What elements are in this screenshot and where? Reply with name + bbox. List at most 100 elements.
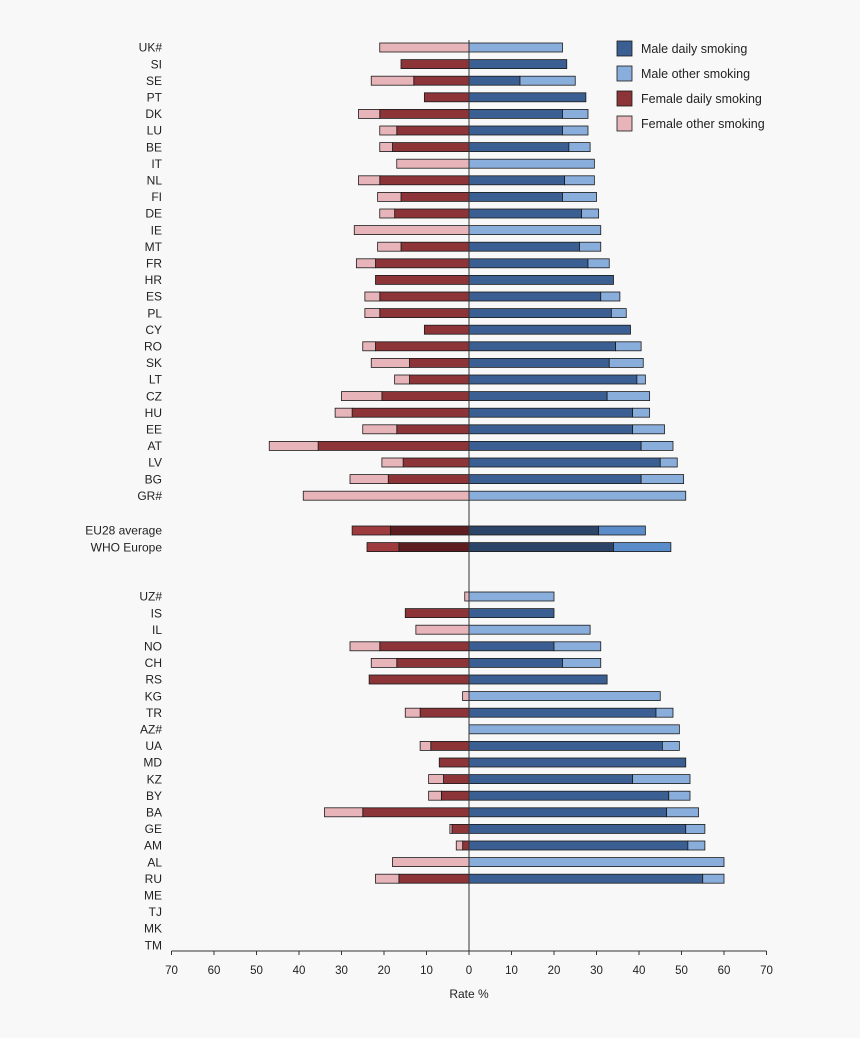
bar-female-other (334, 407, 353, 418)
category-label: NO (144, 640, 162, 654)
bar-female-daily (379, 109, 470, 119)
category-label: MT (145, 240, 163, 254)
legend-swatch-male-daily (616, 40, 633, 57)
bar-male-other (598, 525, 646, 536)
bar-male-other (562, 658, 602, 668)
x-tick-label: 10 (505, 965, 518, 977)
bar-male-daily (468, 807, 668, 818)
category-label: UA (145, 739, 162, 753)
bar-female-other (362, 341, 376, 352)
bar-female-other (351, 525, 391, 536)
legend-swatch-female-daily (616, 90, 633, 107)
bar-female-daily (409, 357, 470, 368)
category-label: SI (151, 57, 162, 71)
bar-male-other (600, 291, 621, 302)
x-axis: 70 60 50 40 30 20 10 0 10 20 30 40 50 60 70 (165, 40, 773, 977)
bar-female-daily (394, 208, 470, 219)
bar-female-daily (409, 374, 470, 385)
bar-male-other (519, 75, 576, 86)
x-tick-label: 50 (250, 965, 263, 977)
bar-male-other (685, 824, 706, 834)
bar-male-daily (468, 790, 670, 801)
bar-male-daily (468, 757, 687, 768)
category-label: FR (146, 257, 162, 271)
bar-male-daily (468, 658, 563, 668)
bar-female-other (370, 75, 415, 86)
bar-male-other (553, 641, 602, 652)
bar-female-other (419, 741, 432, 751)
bar-female-other (324, 807, 364, 818)
bar-male-daily (468, 308, 612, 319)
category-label: AT (148, 439, 163, 453)
bar-female-other (268, 440, 319, 451)
bar-female-daily (379, 641, 470, 652)
bar-male-other (702, 873, 725, 884)
bar-male-other (632, 407, 651, 418)
bar-male-daily (468, 741, 663, 751)
category-label: SK (146, 356, 162, 370)
bar-male-other (659, 457, 678, 468)
bar-female-daily (398, 873, 470, 884)
category-label: RU (145, 872, 162, 886)
bar-male-other (468, 624, 591, 635)
bar-female-other (394, 374, 410, 385)
bar-male-daily (468, 707, 657, 718)
bar-female-other (358, 175, 381, 186)
category-label: LV (148, 456, 162, 470)
category-label: DE (145, 207, 162, 221)
legend-label: Male daily smoking (641, 42, 747, 56)
category-label: RO (144, 340, 162, 354)
bar-male-daily (468, 674, 608, 685)
bar-male-daily (468, 258, 589, 269)
category-label: AL (147, 855, 162, 869)
bar-male-daily (468, 241, 580, 252)
bar-male-other (562, 109, 589, 119)
bar-male-other (615, 341, 642, 352)
bar-male-other (632, 774, 691, 784)
bar-male-daily (468, 824, 687, 834)
bar-female-daily (379, 291, 470, 302)
bar-male-other (661, 741, 680, 751)
bar-female-other (404, 707, 421, 718)
category-label: KG (145, 689, 162, 703)
bar-female-daily (423, 92, 470, 103)
bar-male-daily (468, 525, 600, 536)
bar-male-other (468, 158, 595, 169)
bar-female-other (302, 490, 470, 501)
x-tick-label: 0 (466, 965, 472, 977)
bar-male-other (640, 474, 685, 485)
bar-female-daily (396, 424, 470, 435)
category-label: GE (145, 822, 162, 836)
bar-female-daily (400, 59, 470, 69)
legend: Male daily smoking Male other smoking Fema… (616, 40, 765, 132)
category-label: IT (151, 157, 162, 171)
x-tick-label: 20 (548, 965, 561, 977)
category-label: CY (145, 323, 162, 337)
x-tick-label: 10 (420, 965, 433, 977)
bar-male-other (587, 258, 610, 269)
bar-female-other (379, 42, 470, 53)
category-label: DK (145, 107, 162, 121)
category-label: UK# (139, 41, 163, 55)
bar-male-daily (468, 75, 521, 86)
bar-female-daily (392, 142, 470, 153)
category-label: LT (149, 373, 163, 387)
bar-male-other (668, 790, 691, 801)
bar-female-other (370, 658, 398, 668)
bar-male-daily (468, 873, 704, 884)
bar-male-other (562, 125, 589, 136)
category-label: GR# (137, 489, 162, 503)
category-label: HR (145, 273, 163, 287)
bar-male-other (468, 724, 680, 735)
legend-swatch-male-other (616, 65, 633, 82)
category-label: LU (147, 124, 162, 138)
category-label: TM (145, 938, 162, 952)
bar-female-daily (317, 440, 470, 451)
category-label: AM (144, 839, 162, 853)
bar-male-daily (468, 341, 617, 352)
bar-male-daily (468, 391, 608, 402)
bar-female-daily (451, 824, 470, 834)
bar-male-daily (468, 608, 555, 618)
bar-male-daily (468, 191, 563, 202)
